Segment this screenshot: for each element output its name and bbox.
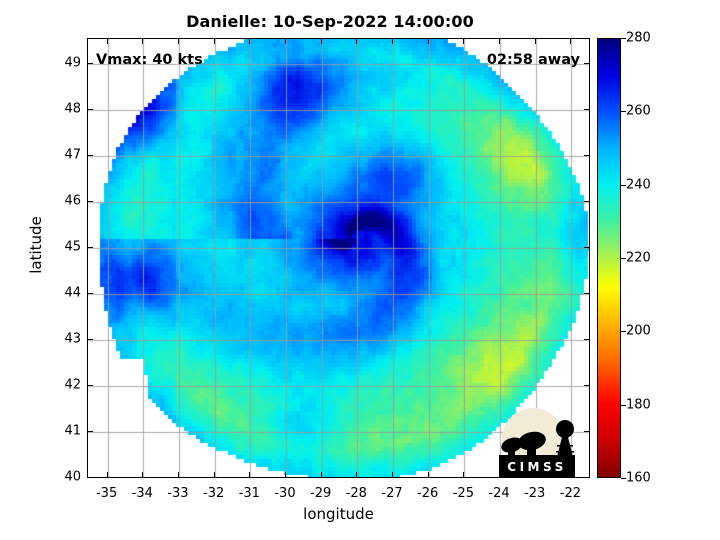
- colorbar-tick-mark: [621, 258, 626, 259]
- y-axis-tick-mark: [584, 293, 590, 295]
- y-axis-tick-mark: [87, 385, 93, 387]
- y-axis-tick-mark: [87, 109, 93, 111]
- time-away-annotation: 02:58 away: [486, 52, 580, 68]
- x-axis-tick-mark: [570, 38, 572, 44]
- x-axis-tick-label: -31: [238, 486, 260, 501]
- page-title: Danielle: 10-Sep-2022 14:00:00: [186, 12, 474, 31]
- y-axis-tick-label: 46: [64, 193, 81, 209]
- x-axis-tick-mark: [106, 472, 108, 478]
- x-axis-tick-mark: [142, 472, 144, 478]
- x-axis-tick-mark: [177, 38, 179, 44]
- y-axis-tick-mark: [584, 201, 590, 203]
- y-axis-tick-mark: [584, 477, 590, 479]
- x-axis-tick-mark: [392, 38, 393, 44]
- y-axis-tick-mark: [584, 247, 590, 249]
- y-axis-tick-mark: [87, 431, 93, 433]
- y-axis-tick-mark: [87, 201, 93, 203]
- x-axis-tick-mark: [427, 38, 429, 44]
- y-axis-tick-label: 45: [64, 239, 81, 255]
- x-axis-tick-label: -22: [559, 486, 581, 501]
- colorbar-tick-label: 260: [626, 103, 651, 119]
- y-axis-tick-mark: [87, 247, 93, 249]
- x-axis-tick-label: -23: [524, 486, 546, 501]
- x-axis-tick-label: -29: [310, 486, 332, 501]
- x-axis-tick-label: -34: [131, 486, 153, 501]
- cimss-logo: CIMSS: [499, 408, 575, 477]
- y-axis-tick-mark: [584, 339, 590, 341]
- x-axis-tick-label: -28: [345, 486, 367, 501]
- y-axis-tick-mark: [584, 155, 590, 157]
- x-axis-tick-label: -27: [381, 486, 403, 501]
- x-axis-tick-label: -35: [95, 486, 118, 501]
- x-axis-tick-mark: [106, 38, 108, 44]
- x-axis-tick-label: -25: [452, 486, 474, 501]
- x-axis-tick-mark: [499, 38, 501, 44]
- y-axis-tick-label: 43: [64, 331, 81, 347]
- cimss-logo-text: CIMSS: [507, 460, 566, 474]
- y-axis-tick-label: 42: [64, 377, 81, 393]
- plot-area[interactable]: Vmax: 40 kts 02:58 away CIMSS: [87, 38, 590, 478]
- x-axis-tick-label: -33: [167, 486, 189, 501]
- colorbar-tick-label: 240: [626, 177, 651, 193]
- x-axis-tick-mark: [249, 472, 251, 478]
- x-axis-tick-mark: [356, 38, 358, 44]
- x-axis-tick-mark: [356, 472, 358, 478]
- y-axis-tick-mark: [87, 155, 93, 157]
- y-axis-tick-label: 44: [64, 285, 81, 301]
- colorbar-tick-mark: [621, 184, 626, 186]
- x-axis-tick-mark: [392, 472, 393, 478]
- colorbar[interactable]: [597, 38, 621, 478]
- x-axis-tick-label: -24: [488, 486, 510, 501]
- y-axis-tick-mark: [87, 339, 93, 341]
- y-axis-tick-mark: [584, 63, 590, 65]
- colorbar-tick-mark: [621, 331, 626, 333]
- x-axis-tick-mark: [284, 472, 286, 478]
- x-axis-tick-mark: [463, 472, 465, 478]
- colorbar-tick-label: 180: [626, 397, 651, 413]
- colorbar-tick-mark: [621, 111, 626, 113]
- colorbar-tick-mark: [621, 478, 626, 479]
- x-axis-tick-mark: [534, 38, 536, 44]
- colorbar-gradient: [598, 39, 620, 477]
- y-axis-tick-mark: [584, 431, 590, 433]
- y-axis-tick-label: 49: [64, 55, 81, 71]
- x-axis-tick-mark: [177, 472, 179, 478]
- x-axis-tick-label: -32: [203, 486, 225, 501]
- colorbar-tick-label: 200: [626, 323, 651, 339]
- colorbar-tick-label: 220: [626, 250, 651, 266]
- x-axis-tick-mark: [213, 38, 215, 44]
- x-axis-tick-mark: [320, 472, 322, 478]
- x-axis-tick-mark: [249, 38, 251, 44]
- y-axis-tick-label: 48: [64, 101, 81, 117]
- x-axis-tick-mark: [284, 38, 286, 44]
- colorbar-tick-label: 280: [626, 30, 651, 46]
- x-axis-label: longitude: [303, 505, 374, 523]
- x-axis-tick-mark: [427, 472, 429, 478]
- x-axis-tick-label: -30: [274, 486, 296, 501]
- vmax-annotation: Vmax: 40 kts: [96, 52, 203, 68]
- y-axis-tick-mark: [87, 293, 93, 295]
- x-axis-tick-mark: [320, 38, 322, 44]
- y-axis-tick-label: 40: [64, 469, 81, 485]
- y-axis-tick-mark: [584, 109, 590, 111]
- y-axis-tick-label: 41: [64, 423, 81, 439]
- y-axis-tick-mark: [87, 63, 93, 65]
- x-axis-tick-mark: [213, 472, 215, 478]
- x-axis-tick-mark: [142, 38, 144, 44]
- colorbar-tick-mark: [621, 38, 626, 39]
- x-axis-tick-mark: [463, 38, 465, 44]
- colorbar-tick-label: 160: [626, 470, 651, 486]
- y-axis-tick-mark: [87, 477, 93, 479]
- colorbar-tick-mark: [621, 404, 626, 406]
- y-axis-tick-label: 47: [64, 147, 81, 163]
- y-axis-tick-mark: [584, 385, 590, 387]
- x-axis-tick-label: -26: [417, 486, 439, 501]
